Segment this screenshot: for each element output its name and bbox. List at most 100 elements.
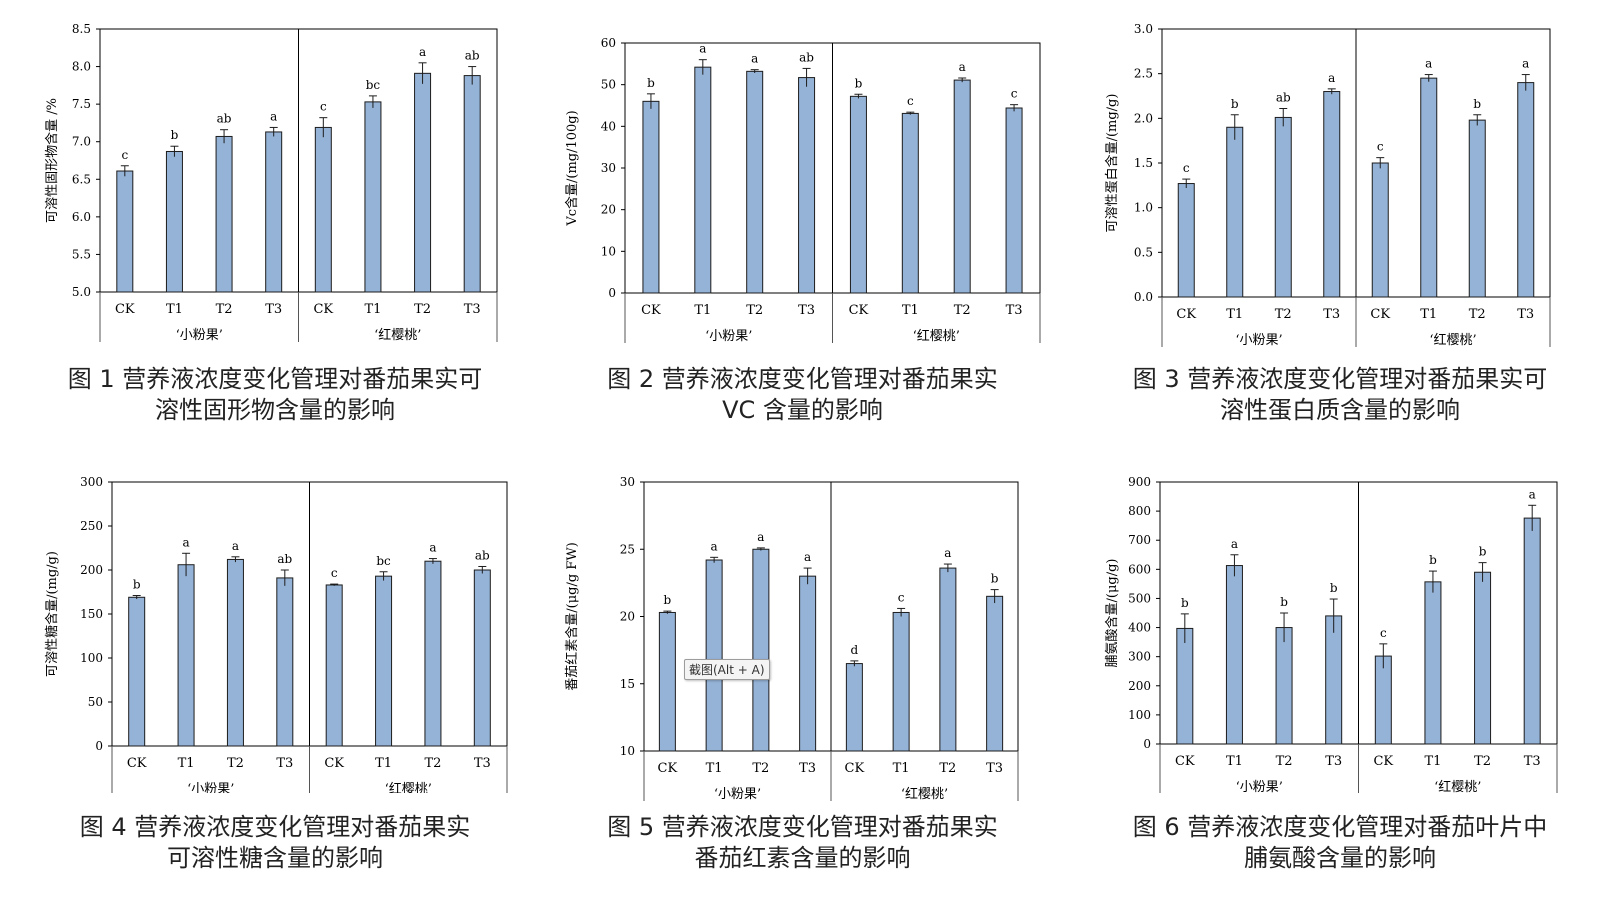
- significance-label: a: [1328, 71, 1335, 85]
- y-tick-label: 10: [601, 244, 616, 258]
- y-tick-label: 5.5: [72, 247, 91, 261]
- figure-4: 0 50 100 150 200 250 300 可溶性糖含量/(mg/g) b CK a T1 a T2…: [40, 468, 510, 793]
- bar: [116, 170, 134, 293]
- caption-4: 图 4 营养液浓度变化管理对番茄果实 可溶性糖含量的影响: [40, 812, 510, 874]
- group-label: ‘小粉果’: [705, 329, 752, 344]
- bar: [939, 567, 957, 752]
- y-tick-label: 50: [88, 695, 103, 709]
- y-tick-label: 200: [1128, 679, 1151, 693]
- bar: [1274, 116, 1292, 298]
- significance-label: b: [647, 76, 655, 90]
- caption-3-line-2: 溶性蛋白质含量的影响: [1220, 396, 1460, 424]
- caption-5-line-2: 番茄红素含量的影响: [694, 844, 911, 872]
- bar: [658, 611, 676, 752]
- significance-label: b: [1231, 97, 1239, 111]
- bar: [414, 72, 432, 293]
- significance-label: b: [1330, 581, 1338, 595]
- y-tick-label: 10: [620, 744, 635, 758]
- significance-label: c: [1011, 87, 1018, 101]
- bar: [128, 596, 146, 747]
- x-tick-label: CK: [115, 302, 135, 317]
- y-tick-label: 40: [601, 119, 616, 133]
- significance-label: a: [757, 530, 764, 544]
- significance-label: b: [1181, 596, 1189, 610]
- figure-1: 5.0 5.5 6.0 6.5 7.0 7.5 8.0 8.5 可溶性固形物含量 /% c CK b T…: [40, 15, 510, 360]
- y-tick-label: 50: [601, 78, 616, 92]
- x-tick-label: CK: [1373, 754, 1393, 769]
- significance-label: ab: [277, 552, 292, 566]
- y-tick-label: 0.5: [1134, 245, 1153, 259]
- significance-label: bc: [366, 78, 381, 92]
- x-tick-label: T2: [954, 303, 971, 318]
- significance-label: b: [1473, 97, 1481, 111]
- y-tick-label: 2.0: [1134, 111, 1153, 125]
- y-tick-label: 300: [1128, 650, 1151, 664]
- y-tick-label: 400: [1128, 621, 1151, 635]
- caption-6: 图 6 营养液浓度变化管理对番茄叶片中 脯氨酸含量的影响: [1100, 812, 1580, 874]
- bar: [364, 101, 382, 293]
- x-tick-label: T1: [178, 756, 195, 771]
- x-tick-label: CK: [849, 303, 869, 318]
- x-tick-label: CK: [1370, 307, 1390, 322]
- y-tick-label: 1.0: [1134, 201, 1153, 215]
- y-axis-label: 可溶性固形物含量 /%: [44, 98, 60, 223]
- significance-label: d: [851, 643, 859, 657]
- significance-label: c: [331, 566, 338, 580]
- group-label: ‘红樱桃’: [913, 328, 960, 344]
- significance-label: a: [232, 539, 239, 553]
- significance-label: ab: [799, 50, 814, 64]
- caption-2: 图 2 营养液浓度变化管理对番茄果实 VC 含量的影响: [560, 364, 1045, 426]
- caption-4-line-1: 图 4 营养液浓度变化管理对番茄果实: [79, 813, 471, 841]
- group-label: ‘红樱桃’: [374, 327, 421, 343]
- y-axis-label: 可溶性糖含量/(mg/g): [44, 551, 60, 677]
- significance-label: b: [855, 76, 863, 90]
- x-tick-label: T1: [364, 302, 381, 317]
- significance-label: a: [1522, 57, 1529, 71]
- bar: [849, 95, 867, 294]
- bar: [325, 584, 343, 747]
- y-tick-label: 700: [1128, 533, 1151, 547]
- x-tick-label: CK: [127, 756, 147, 771]
- group-label: ‘红樱桃’: [1434, 779, 1481, 793]
- x-tick-label: T2: [414, 302, 431, 317]
- caption-3-line-1: 图 3 营养液浓度变化管理对番茄果实可: [1132, 365, 1548, 393]
- group-label: ‘小粉果’: [1235, 333, 1282, 348]
- x-tick-label: CK: [313, 302, 333, 317]
- bar: [1323, 91, 1341, 298]
- x-tick-label: T3: [474, 756, 491, 771]
- bar: [642, 100, 660, 294]
- y-tick-label: 150: [80, 607, 103, 621]
- bar: [1517, 82, 1535, 298]
- screenshot-tooltip: 截图(Alt + A): [684, 659, 770, 680]
- bar: [705, 559, 723, 752]
- significance-label: c: [907, 94, 914, 108]
- caption-1-line-2: 溶性固形物含量的影响: [155, 396, 395, 424]
- bar: [215, 135, 233, 293]
- caption-2-line-2: VC 含量的影响: [722, 396, 883, 424]
- bar: [1005, 107, 1023, 294]
- significance-label: a: [804, 550, 811, 564]
- y-tick-label: 7.0: [72, 135, 91, 149]
- bar: [226, 558, 244, 747]
- bar: [177, 564, 195, 747]
- y-tick-label: 20: [620, 610, 635, 624]
- significance-label: a: [429, 541, 436, 555]
- chart-1: 5.0 5.5 6.0 6.5 7.0 7.5 8.0 8.5 可溶性固形物含量 /% c CK b T…: [44, 22, 498, 343]
- caption-3: 图 3 营养液浓度变化管理对番茄果实可 溶性蛋白质含量的影响: [1100, 364, 1580, 426]
- bar: [314, 126, 332, 293]
- significance-label: a: [270, 109, 277, 123]
- y-tick-label: 1.5: [1134, 156, 1153, 170]
- bar: [746, 70, 764, 294]
- x-tick-label: T1: [1420, 307, 1437, 322]
- significance-label: c: [898, 590, 905, 604]
- x-tick-label: T1: [1226, 307, 1243, 322]
- y-tick-label: 7.5: [72, 97, 91, 111]
- x-tick-label: T1: [902, 303, 919, 318]
- bar: [901, 112, 919, 294]
- y-tick-label: 8.0: [72, 60, 91, 74]
- x-tick-label: T2: [1275, 307, 1292, 322]
- y-tick-label: 500: [1128, 591, 1151, 605]
- y-tick-label: 20: [601, 203, 616, 217]
- y-tick-label: 800: [1128, 504, 1151, 518]
- x-tick-label: T3: [464, 302, 481, 317]
